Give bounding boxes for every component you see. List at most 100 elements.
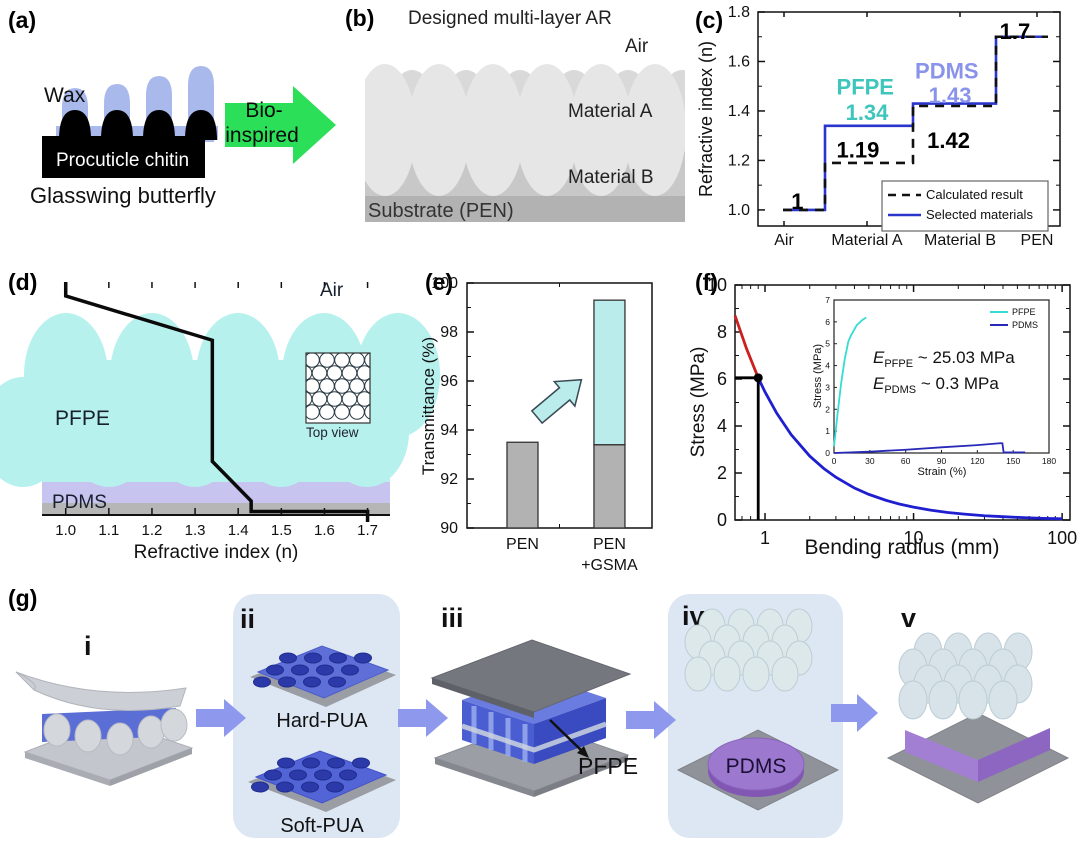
pfpe-pointer-line (549, 719, 584, 753)
inset-x-axis-label: Strain (%) (918, 466, 967, 478)
annotation-PDMS: PDMS (915, 58, 979, 83)
inset-series-PFPE (833, 316, 867, 447)
annotation-1.7: 1.7 (1000, 19, 1031, 44)
process-arrows (196, 694, 878, 739)
legend-label: Calculated result (926, 187, 1023, 202)
peeled-sheet-curl (15, 671, 36, 691)
tick-label: 2 (825, 404, 830, 414)
green-arrow-icon (225, 86, 336, 164)
tick-label: Material A (831, 232, 902, 249)
tick-label: PEN (506, 536, 539, 553)
pdms-label-g: PDMS (726, 755, 787, 778)
tick-label: 0 (825, 448, 830, 458)
panel-f-y-axis-label: Stress (MPa) (688, 347, 709, 458)
air-label-d: Air (320, 280, 344, 301)
pfpe-box-front (462, 700, 534, 764)
microsphere (106, 722, 134, 756)
tick-label: 7 (825, 295, 830, 305)
modulus-annotation: EPFPE ~ 25.03 MPa (873, 348, 1015, 370)
tick-label: 4 (717, 416, 727, 436)
tick-label: 30 (865, 456, 875, 466)
step-i-numeral: i (84, 631, 92, 661)
tick-label: 4 (825, 361, 830, 371)
tick-label: 1.8 (728, 4, 750, 21)
tick-label: Air (774, 232, 794, 249)
panel-c-y-axis-label: Refractive index (n) (696, 41, 716, 197)
bio-inspired-arrow: Bio- inspired (225, 86, 336, 164)
procuticle-chitin-label: Procuticle chitin (56, 150, 189, 171)
bar-segment (593, 299, 626, 446)
tick-label: 94 (440, 422, 458, 439)
tick-label: 1.4 (728, 103, 750, 120)
multilayer-ar-diagram (365, 64, 685, 222)
pfpe-box-stripes (471, 706, 528, 762)
top-plate-edge (432, 678, 534, 718)
substrate-layer (365, 196, 685, 222)
operating-point-marker (753, 373, 763, 383)
mold-hole (251, 781, 269, 793)
panel-c-refractive-index-chart: (c) Refractive index (n) 1.0 1.2 1.4 1.6 1.8… (695, 4, 1061, 249)
series-low-stress-branch (756, 377, 1063, 521)
tick-label: +GSMA (581, 557, 638, 574)
tick-label: 1.7 (357, 522, 378, 539)
process-arrow-3-icon (626, 701, 676, 739)
tick-label: 1.5 (271, 522, 292, 539)
microsphere-row (43, 708, 188, 756)
improvement-arrow-icon (530, 378, 583, 425)
tick-label: 90 (440, 520, 458, 537)
tick-label: 0 (832, 456, 837, 466)
tick-label: 10 (904, 528, 924, 548)
bio-arrow-line1: Bio- (245, 99, 282, 122)
panel-b-title: Designed multi-layer AR (408, 8, 612, 29)
dome (898, 680, 928, 720)
mold-hole (279, 652, 297, 664)
panel-d-index-profile-diagram: (d) 1.0 1.1 1.2 1.3 1.4 1.5 1.6 1.7 Air PFPE PD… (0, 269, 440, 563)
mold-hole (316, 664, 334, 676)
tick-label: 5 (825, 339, 830, 349)
tick-label: 98 (440, 324, 458, 341)
annotation-1.42: 1.42 (927, 128, 970, 153)
panel-c-label: (c) (695, 7, 723, 33)
series-high-stress-branch (733, 315, 760, 379)
inset-y-axis-label: Stress (MPa) (812, 344, 824, 408)
microsphere (43, 713, 71, 747)
hard-pua-holes (253, 652, 372, 688)
base-plate-edge (25, 752, 110, 786)
tick-label: Material B (924, 232, 996, 249)
top-plate (430, 639, 632, 713)
panel-f-label: (f) (695, 269, 718, 295)
final-base-plate (886, 712, 1070, 804)
step-v-final-illustration (886, 632, 1070, 804)
mold-hole (304, 652, 322, 664)
annotation-1.19: 1.19 (837, 138, 880, 163)
tick-label: 2 (717, 463, 727, 483)
mold-hole (339, 769, 357, 781)
step-iv-components: PDMS (676, 608, 840, 811)
tick-label: 1.2 (142, 522, 163, 539)
panel-e-transmittance-chart: (e) Transmittance (%) 90 92 94 96 98 100 PEN PE… (419, 269, 653, 574)
peeled-sheet (15, 671, 187, 711)
panel-d-profile-plot: 1.0 1.1 1.2 1.3 1.4 1.5 1.6 1.7 (42, 282, 390, 539)
pfpe-film-line (461, 721, 607, 753)
tick-label: 1.1 (98, 522, 119, 539)
panel-c-plot: 1.0 1.2 1.4 1.6 1.8 Air Material A Material B PE… (728, 4, 1061, 249)
material-b-label: Material B (568, 167, 654, 188)
mold-hole (314, 769, 332, 781)
dome (988, 680, 1018, 720)
mold-hole (302, 757, 320, 769)
panel-a-label: (a) (8, 7, 36, 33)
process-arrow-4-icon (831, 694, 878, 732)
mold-hole (277, 757, 295, 769)
substrate-label: Substrate (PEN) (368, 200, 514, 222)
final-pdms-front-left (905, 730, 978, 782)
step-iii-numeral: iii (441, 603, 464, 633)
tick-label: 150 (1006, 456, 1020, 466)
tick-label: 1 (825, 426, 830, 436)
dome (958, 680, 988, 720)
dome (684, 656, 712, 692)
pdms-layer (42, 482, 390, 503)
tick-label: 6 (825, 317, 830, 327)
tick-label: 1 (760, 528, 770, 548)
